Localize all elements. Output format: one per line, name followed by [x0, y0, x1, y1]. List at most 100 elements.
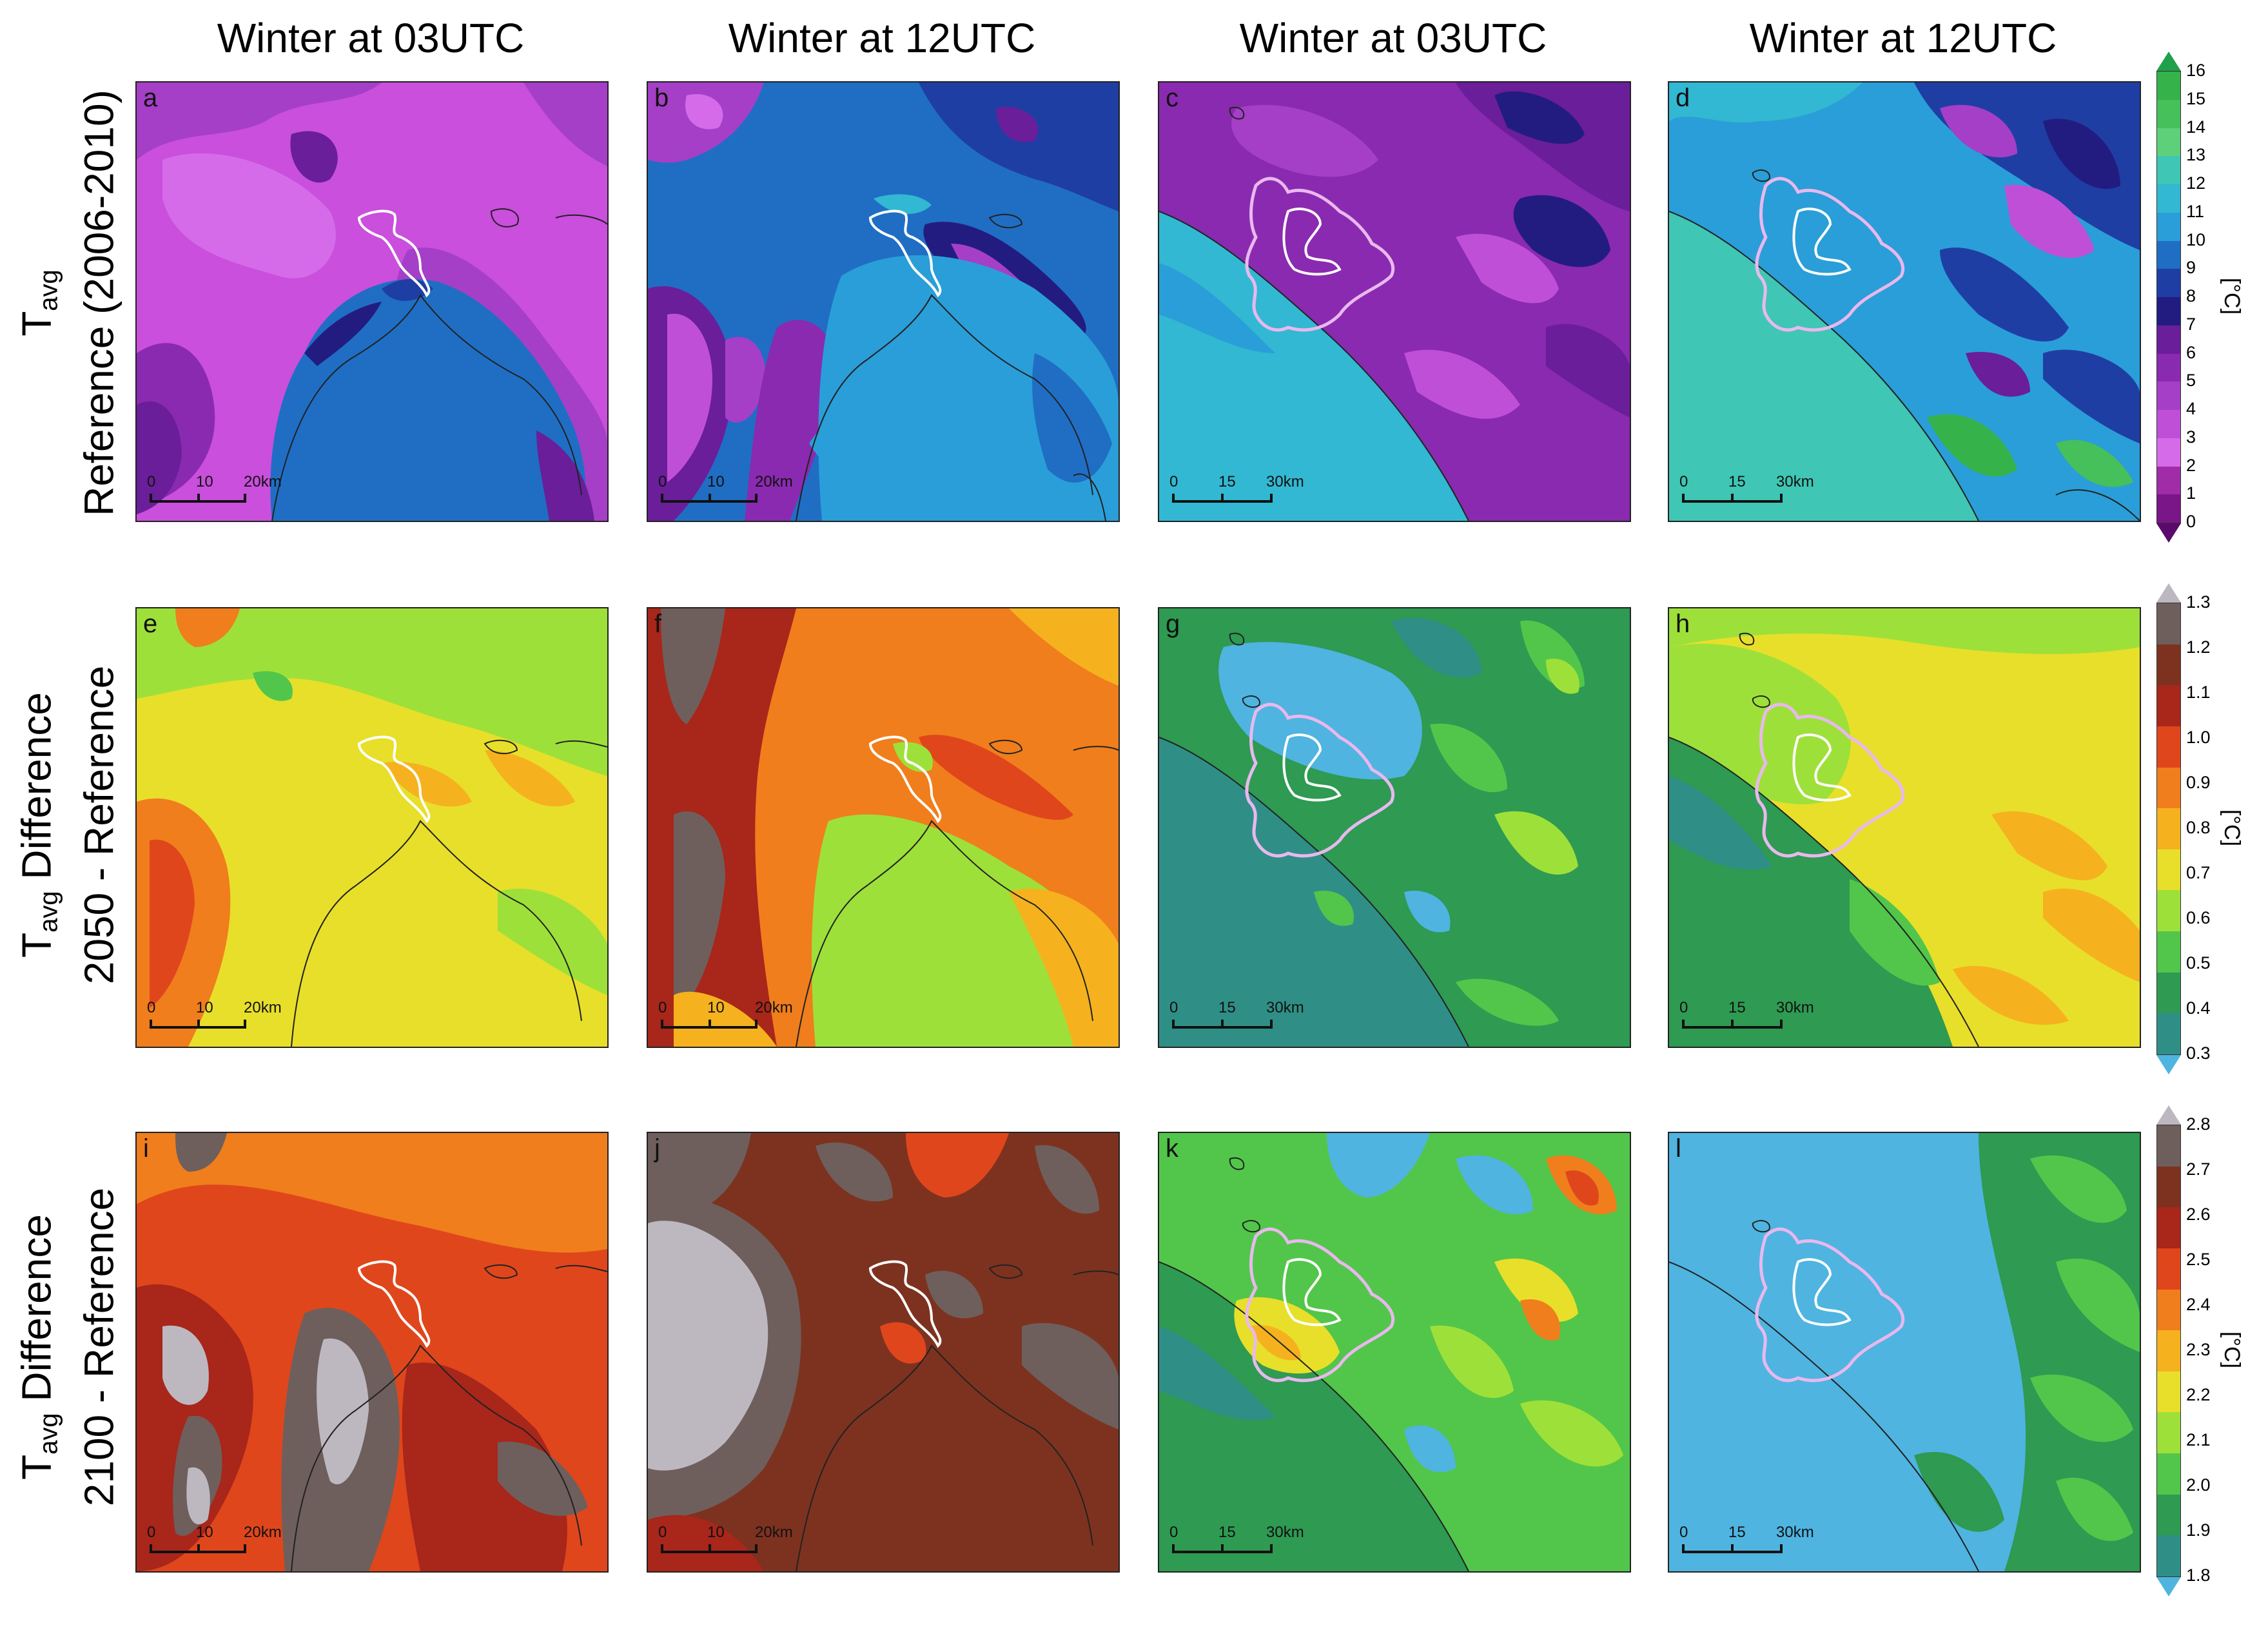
colorbar-step — [2157, 438, 2180, 467]
colorbar-strip — [2156, 603, 2181, 1055]
scale-i-0: 0 — [147, 1524, 156, 1541]
colorbar-step — [2157, 212, 2180, 241]
row2-tavg-sub: avg — [34, 891, 63, 933]
scale-bar-c: 0 15 30km — [1169, 473, 1337, 512]
scale-k-2: 30km — [1266, 1524, 1304, 1541]
scale-e-1: 10 — [196, 999, 213, 1016]
map-panel-k: k 0 15 30km — [1158, 1132, 1631, 1573]
colorbar-step — [2157, 1371, 2180, 1413]
scale-bar-f: 0 10 20km — [658, 999, 826, 1038]
scale-k-0: 0 — [1169, 1524, 1178, 1541]
row3-line2: 2100 - Reference — [75, 1187, 122, 1507]
row3-tavg-sub: avg — [34, 1413, 63, 1455]
colorbar-tick-label: 2.1 — [2186, 1430, 2211, 1449]
scale-h-0: 0 — [1679, 999, 1688, 1016]
colorbar-step — [2157, 1013, 2180, 1054]
scale-j-2: 20km — [755, 1524, 793, 1541]
colorbar-top-arrow — [2156, 583, 2181, 603]
row1-tavg: T — [13, 311, 60, 336]
colorbar-tick-label: 12 — [2186, 173, 2206, 193]
scale-bar-l: 0 15 30km — [1679, 1524, 1847, 1562]
panel-letter-g: g — [1166, 610, 1180, 638]
scale-h-2: 30km — [1776, 999, 1814, 1016]
scale-c-1: 15 — [1218, 473, 1236, 490]
colorbar-tick-label: 6 — [2186, 342, 2196, 362]
colorbar-tick-label: 2.8 — [2186, 1114, 2211, 1134]
scale-l-2: 30km — [1776, 1524, 1814, 1541]
colorbar-step — [2157, 297, 2180, 325]
colorbar-tick-label: 11 — [2186, 201, 2205, 221]
colorbar-step — [2157, 1535, 2180, 1576]
row-label-2100: Tavg Difference 2100 - Reference — [13, 1109, 122, 1585]
colorbar-tick-label: 5 — [2186, 371, 2196, 391]
scale-bar-k: 0 15 30km — [1169, 1524, 1337, 1562]
colorbar-tick-label: 1.0 — [2186, 728, 2211, 747]
colorbar-tick-label: 2.4 — [2186, 1295, 2211, 1314]
column-title-3: Winter at 03UTC — [1239, 15, 1547, 61]
colorbar-step — [2157, 1125, 2180, 1167]
row-label-reference: Tavg Reference (2006-2010) — [13, 64, 122, 541]
map-panel-d: d 0 15 30km — [1668, 81, 2141, 522]
colorbar-top-arrow — [2156, 1105, 2181, 1125]
colorbar-step — [2157, 1494, 2180, 1536]
colorbar-tick-label: 0.7 — [2186, 863, 2211, 882]
colorbar-tick-label: 14 — [2186, 117, 2206, 137]
colorbar-step — [2157, 685, 2180, 726]
scale-a-2: 20km — [244, 473, 282, 490]
scale-k-1: 15 — [1218, 1524, 1236, 1541]
column-title-1: Winter at 03UTC — [217, 15, 525, 61]
row3-tavg: T — [13, 1454, 60, 1480]
colorbar-step — [2157, 128, 2180, 157]
colorbar-tick-label: 2.7 — [2186, 1159, 2211, 1179]
colorbar-step — [2157, 410, 2180, 438]
colorbar-step — [2157, 890, 2180, 931]
colorbar-tick-label: 2.2 — [2186, 1385, 2211, 1404]
scale-d-1: 15 — [1728, 473, 1746, 490]
scale-h-1: 15 — [1728, 999, 1746, 1016]
colorbar-tick-label: 16 — [2186, 61, 2206, 80]
row1-line2: Reference (2006-2010) — [75, 90, 122, 516]
scale-a-0: 0 — [147, 473, 156, 490]
colorbar-tick-label: 8 — [2186, 286, 2196, 305]
scale-g-1: 15 — [1218, 999, 1236, 1016]
colorbar-strip — [2156, 71, 2181, 523]
scale-i-1: 10 — [196, 1524, 213, 1541]
scale-bar-e: 0 10 20km — [147, 999, 315, 1038]
scale-bar-j: 0 10 20km — [658, 1524, 826, 1562]
scale-d-2: 30km — [1776, 473, 1814, 490]
colorbar-tick-label: 2 — [2186, 455, 2196, 475]
colorbar-step — [2157, 1166, 2180, 1208]
scale-bar-h: 0 15 30km — [1679, 999, 1847, 1038]
scale-f-1: 10 — [707, 999, 725, 1016]
scale-bar-i: 0 10 20km — [147, 1524, 315, 1562]
colorbar-tick-label: 1 — [2186, 483, 2196, 503]
row2-tavg: T — [13, 932, 60, 958]
scale-j-0: 0 — [658, 1524, 667, 1541]
map-panel-b: b 0 10 20km — [647, 81, 1120, 522]
scale-bar-a: 0 10 20km — [147, 473, 315, 512]
colorbar-tick-label: 0.6 — [2186, 908, 2211, 927]
colorbar-tick-label: 2.0 — [2186, 1475, 2211, 1495]
colorbar-step — [2157, 849, 2180, 891]
colorbar-step — [2157, 1289, 2180, 1331]
scale-bar-g: 0 15 30km — [1169, 999, 1337, 1038]
colorbar-step — [2157, 1453, 2180, 1495]
colorbar-bottom-arrow — [2156, 1577, 2181, 1596]
colorbar-top-arrow — [2156, 52, 2181, 71]
panel-letter-h: h — [1676, 610, 1690, 638]
colorbar-step — [2157, 99, 2180, 128]
colorbar-step — [2157, 931, 2180, 973]
panel-letter-a: a — [143, 84, 158, 112]
colorbar-step — [2157, 603, 2180, 644]
scale-b-2: 20km — [755, 473, 793, 490]
colorbar-step — [2157, 1248, 2180, 1290]
colorbar-tick-label: 2.5 — [2186, 1250, 2211, 1269]
column-title-4: Winter at 12UTC — [1749, 15, 2057, 61]
colorbar-tick-label: 9 — [2186, 258, 2196, 278]
scale-l-1: 15 — [1728, 1524, 1746, 1541]
colorbar-step — [2157, 269, 2180, 297]
scale-bar-d: 0 15 30km — [1679, 473, 1847, 512]
colorbar-tick-label: 0.8 — [2186, 818, 2211, 837]
colorbar-tick-label: 0.9 — [2186, 773, 2211, 792]
colorbar-step — [2157, 972, 2180, 1014]
